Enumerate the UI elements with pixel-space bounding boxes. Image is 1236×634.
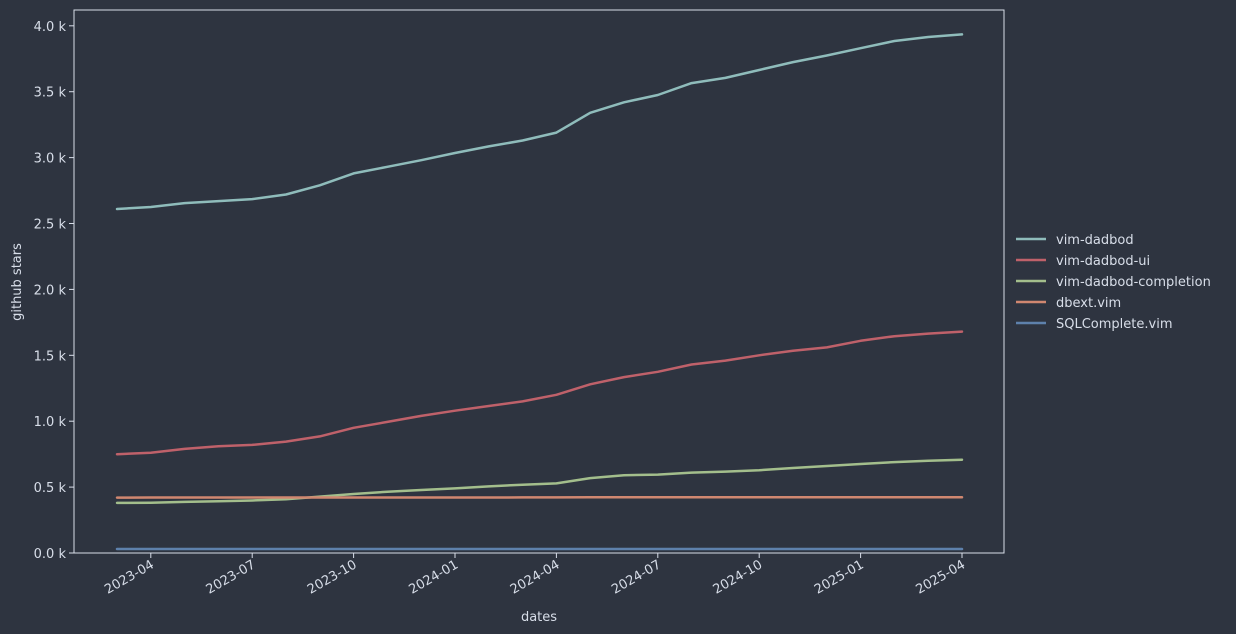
y-tick-label: 1.5 k — [34, 349, 67, 364]
legend: vim-dadbod vim-dadbod-ui vim-dadbod-comple… — [1016, 233, 1211, 332]
x-tick-label: 2023-10 — [305, 557, 360, 597]
legend-label-4: SQLComplete.vim — [1056, 317, 1172, 332]
x-tick-label: 2024-07 — [609, 557, 664, 597]
legend-label-3: dbext.vim — [1056, 296, 1121, 311]
series-line-2 — [115, 458, 964, 505]
x-tick-label: 2024-01 — [406, 557, 461, 597]
y-axis-ticks: 0.0 k 0.5 k 1.0 k 1.5 k 2.0 k 2.5 k 3.0 k 3.5 k… — [34, 20, 74, 562]
series-lines — [115, 33, 964, 551]
x-tick-label: 2024-10 — [711, 557, 766, 597]
x-tick-label: 2024-04 — [508, 557, 563, 597]
y-tick-label: 2.0 k — [34, 283, 67, 298]
y-tick-label: 0.0 k — [34, 547, 67, 562]
series-line-1 — [115, 330, 964, 456]
legend-label-0: vim-dadbod — [1056, 233, 1134, 248]
plot-area — [73, 9, 1005, 554]
x-tick-label: 2023-04 — [102, 557, 157, 597]
y-tick-label: 0.5 k — [34, 481, 67, 496]
y-tick-label: 1.0 k — [34, 415, 67, 430]
x-tick-label: 2025-01 — [812, 557, 867, 597]
y-axis-label: github stars — [10, 243, 25, 321]
y-tick-label: 2.5 k — [34, 218, 67, 233]
x-axis-label: dates — [521, 610, 557, 625]
x-tick-label: 2023-07 — [204, 557, 259, 597]
series-line-0 — [115, 33, 964, 211]
legend-label-2: vim-dadbod-completion — [1056, 275, 1211, 290]
legend-label-1: vim-dadbod-ui — [1056, 254, 1150, 269]
x-tick-label: 2025-04 — [913, 557, 968, 597]
y-tick-label: 4.0 k — [34, 20, 67, 35]
y-tick-label: 3.0 k — [34, 152, 67, 167]
x-axis-ticks: 2023-04 2023-07 2023-10 2024-01 2024-04 2024-… — [102, 553, 968, 598]
y-tick-label: 3.5 k — [34, 86, 67, 101]
